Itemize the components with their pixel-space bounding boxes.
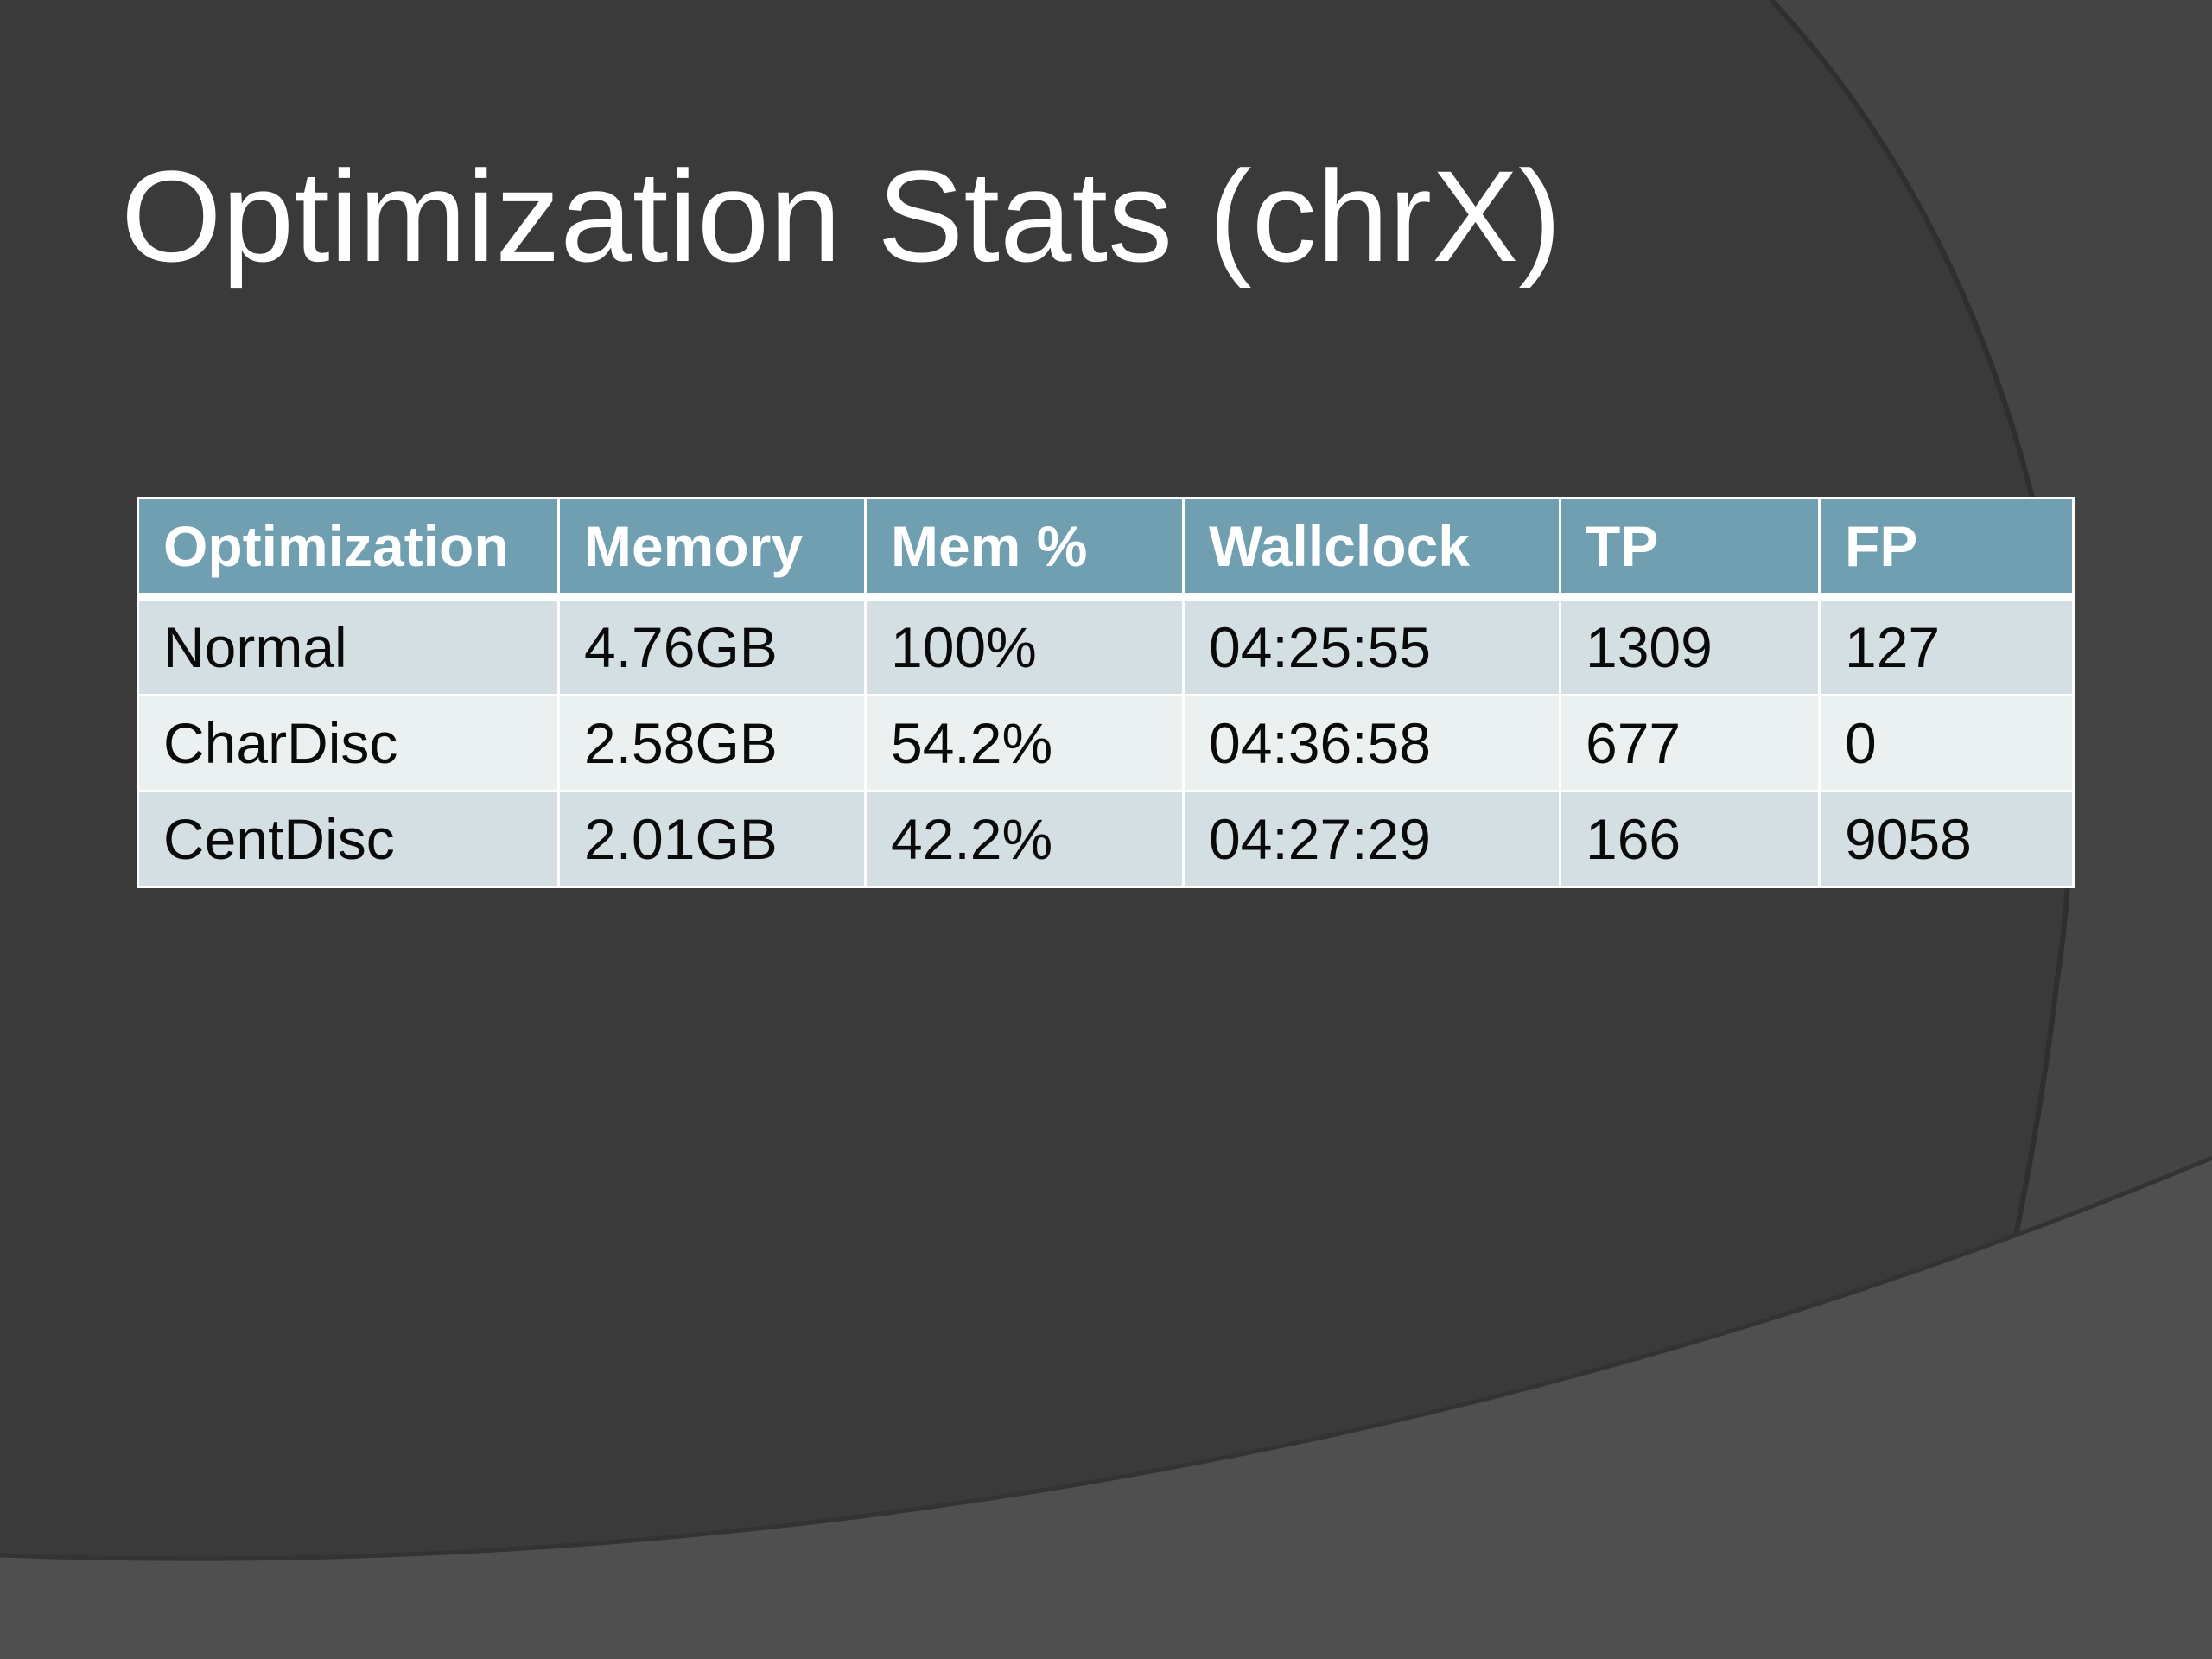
table-row: CentDisc 2.01GB 42.2% 04:27:29 166 9058 bbox=[137, 791, 2075, 888]
table-cell: 04:36:58 bbox=[1183, 695, 1561, 792]
optimization-stats-table: Optimization Memory Mem % Wallclock TP F… bbox=[137, 497, 2075, 888]
table-cell: 127 bbox=[1819, 596, 2075, 696]
table-cell: 677 bbox=[1560, 695, 1821, 792]
table-cell: 4.76GB bbox=[558, 596, 867, 696]
table-cell: 04:25:55 bbox=[1183, 596, 1561, 696]
table-cell: 100% bbox=[865, 596, 1185, 696]
column-header: Optimization bbox=[137, 498, 560, 601]
table-cell: 04:27:29 bbox=[1183, 791, 1561, 888]
table-cell: CentDisc bbox=[137, 791, 560, 888]
table-cell: Normal bbox=[137, 596, 560, 696]
table-row: CharDisc 2.58GB 54.2% 04:36:58 677 0 bbox=[137, 695, 2075, 792]
table-header-row: Optimization Memory Mem % Wallclock TP F… bbox=[137, 498, 2075, 601]
column-header: TP bbox=[1560, 498, 1821, 601]
table-row: Normal 4.76GB 100% 04:25:55 1309 127 bbox=[137, 596, 2075, 696]
table-cell: 9058 bbox=[1819, 791, 2075, 888]
slide-title: Optimization Stats (chrX) bbox=[121, 143, 1562, 289]
column-header: Wallclock bbox=[1183, 498, 1561, 601]
background-wave-bottom-edge bbox=[0, 1155, 2212, 1561]
table-cell: 2.58GB bbox=[558, 695, 867, 792]
table-cell: 166 bbox=[1560, 791, 1821, 888]
column-header: Mem % bbox=[865, 498, 1185, 601]
background-wave-bottom bbox=[0, 1158, 2212, 1659]
table-cell: CharDisc bbox=[137, 695, 560, 792]
table-cell: 2.01GB bbox=[558, 791, 867, 888]
column-header: FP bbox=[1819, 498, 2075, 601]
column-header: Memory bbox=[558, 498, 867, 601]
table-cell: 0 bbox=[1819, 695, 2075, 792]
table-cell: 54.2% bbox=[865, 695, 1185, 792]
table-cell: 1309 bbox=[1560, 596, 1821, 696]
table-cell: 42.2% bbox=[865, 791, 1185, 888]
